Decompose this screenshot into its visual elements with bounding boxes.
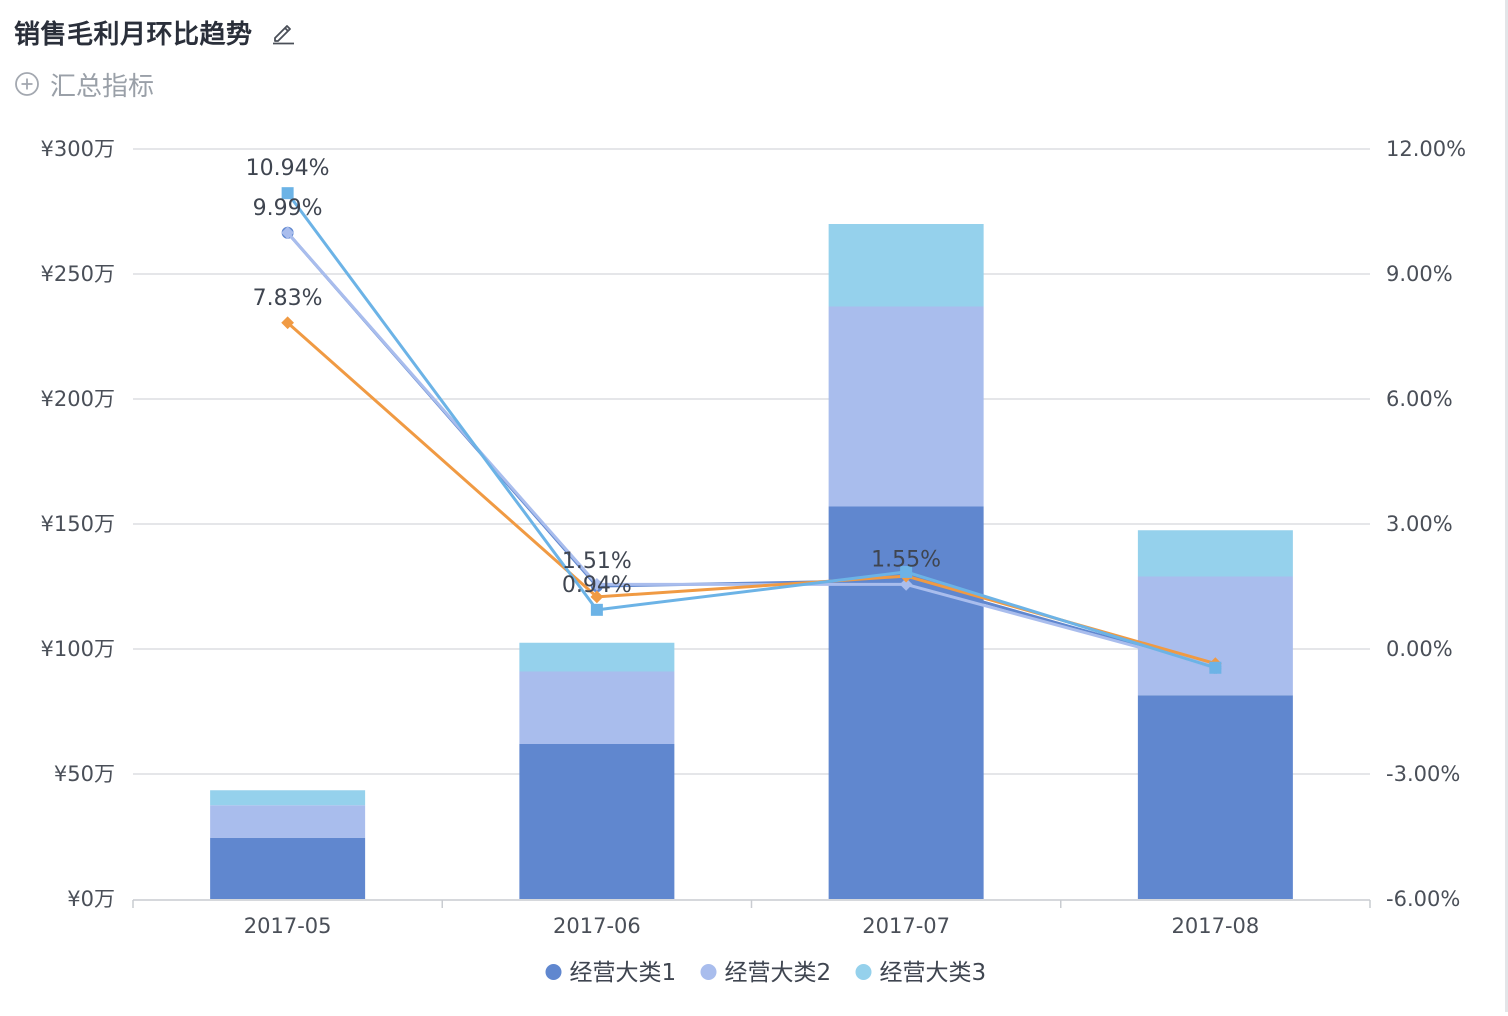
- bar: [210, 837, 366, 899]
- y-right-tick-label: 3.00%: [1386, 512, 1453, 536]
- bar: [1137, 576, 1293, 696]
- panel-border: [1505, 0, 1508, 1012]
- y-left-tick-label: ¥100万: [41, 637, 115, 661]
- bar: [1137, 530, 1293, 577]
- summary-metrics-button[interactable]: 汇总指标: [14, 64, 154, 104]
- data-label: 1.55%: [871, 547, 941, 572]
- bar: [210, 790, 366, 806]
- y-right-tick-label: -6.00%: [1386, 887, 1460, 911]
- line-point: [281, 187, 294, 200]
- legend-marker: [855, 964, 872, 980]
- y-left-tick-label: ¥300万: [41, 137, 115, 161]
- bar: [519, 642, 675, 672]
- bar: [828, 224, 984, 307]
- line-point: [1209, 661, 1222, 674]
- legend-label: 经营大类1: [570, 960, 677, 986]
- y-left-tick-label: ¥250万: [41, 262, 115, 286]
- y-left-tick-label: ¥200万: [41, 387, 115, 411]
- data-label: 1.51%: [562, 549, 632, 574]
- data-label: 0.94%: [562, 573, 632, 598]
- x-tick-label: 2017-05: [244, 914, 332, 938]
- line-point: [900, 565, 913, 578]
- data-label: 7.83%: [253, 286, 323, 311]
- data-label: 9.99%: [253, 196, 323, 221]
- y-right-tick-label: 6.00%: [1386, 387, 1453, 411]
- legend-label: 经营大类2: [725, 960, 832, 986]
- bar: [519, 744, 675, 899]
- y-right-tick-label: 9.00%: [1386, 262, 1453, 286]
- line-point: [281, 316, 294, 330]
- plus-circle-icon: [14, 71, 40, 97]
- y-left-tick-label: ¥150万: [41, 512, 115, 536]
- y-left-tick-label: ¥50万: [54, 762, 115, 786]
- pencil-edit-icon[interactable]: [269, 18, 297, 46]
- series-line: [286, 192, 1216, 670]
- series-line: [286, 231, 1216, 670]
- x-tick-label: 2017-07: [862, 914, 950, 938]
- line-point: [281, 226, 294, 240]
- bar: [1137, 695, 1293, 899]
- y-right-tick-label: -3.00%: [1386, 762, 1460, 786]
- data-label: 10.94%: [246, 156, 330, 181]
- bar: [828, 306, 984, 507]
- legend-item: 经营大类3: [855, 960, 987, 986]
- legend-marker: [545, 964, 562, 980]
- x-tick-label: 2017-06: [553, 914, 641, 938]
- x-tick-label: 2017-08: [1172, 914, 1260, 938]
- legend-label: 经营大类3: [880, 960, 987, 986]
- y-right-tick-label: 12.00%: [1386, 137, 1466, 161]
- page-title: 销售毛利月环比趋势: [14, 19, 253, 50]
- y-right-tick-label: 0.00%: [1386, 637, 1453, 661]
- legend-item: 经营大类1: [545, 960, 677, 986]
- series-line: [286, 231, 1216, 670]
- legend-marker: [700, 964, 717, 980]
- legend-item: 经营大类2: [700, 960, 832, 986]
- y-left-tick-label: ¥0万: [67, 887, 115, 911]
- line-point: [590, 603, 603, 616]
- bar: [210, 805, 366, 838]
- series-line: [286, 321, 1216, 666]
- summary-metrics-label: 汇总指标: [50, 71, 155, 102]
- bar: [519, 671, 675, 744]
- chart-header: 销售毛利月环比趋势: [14, 12, 297, 52]
